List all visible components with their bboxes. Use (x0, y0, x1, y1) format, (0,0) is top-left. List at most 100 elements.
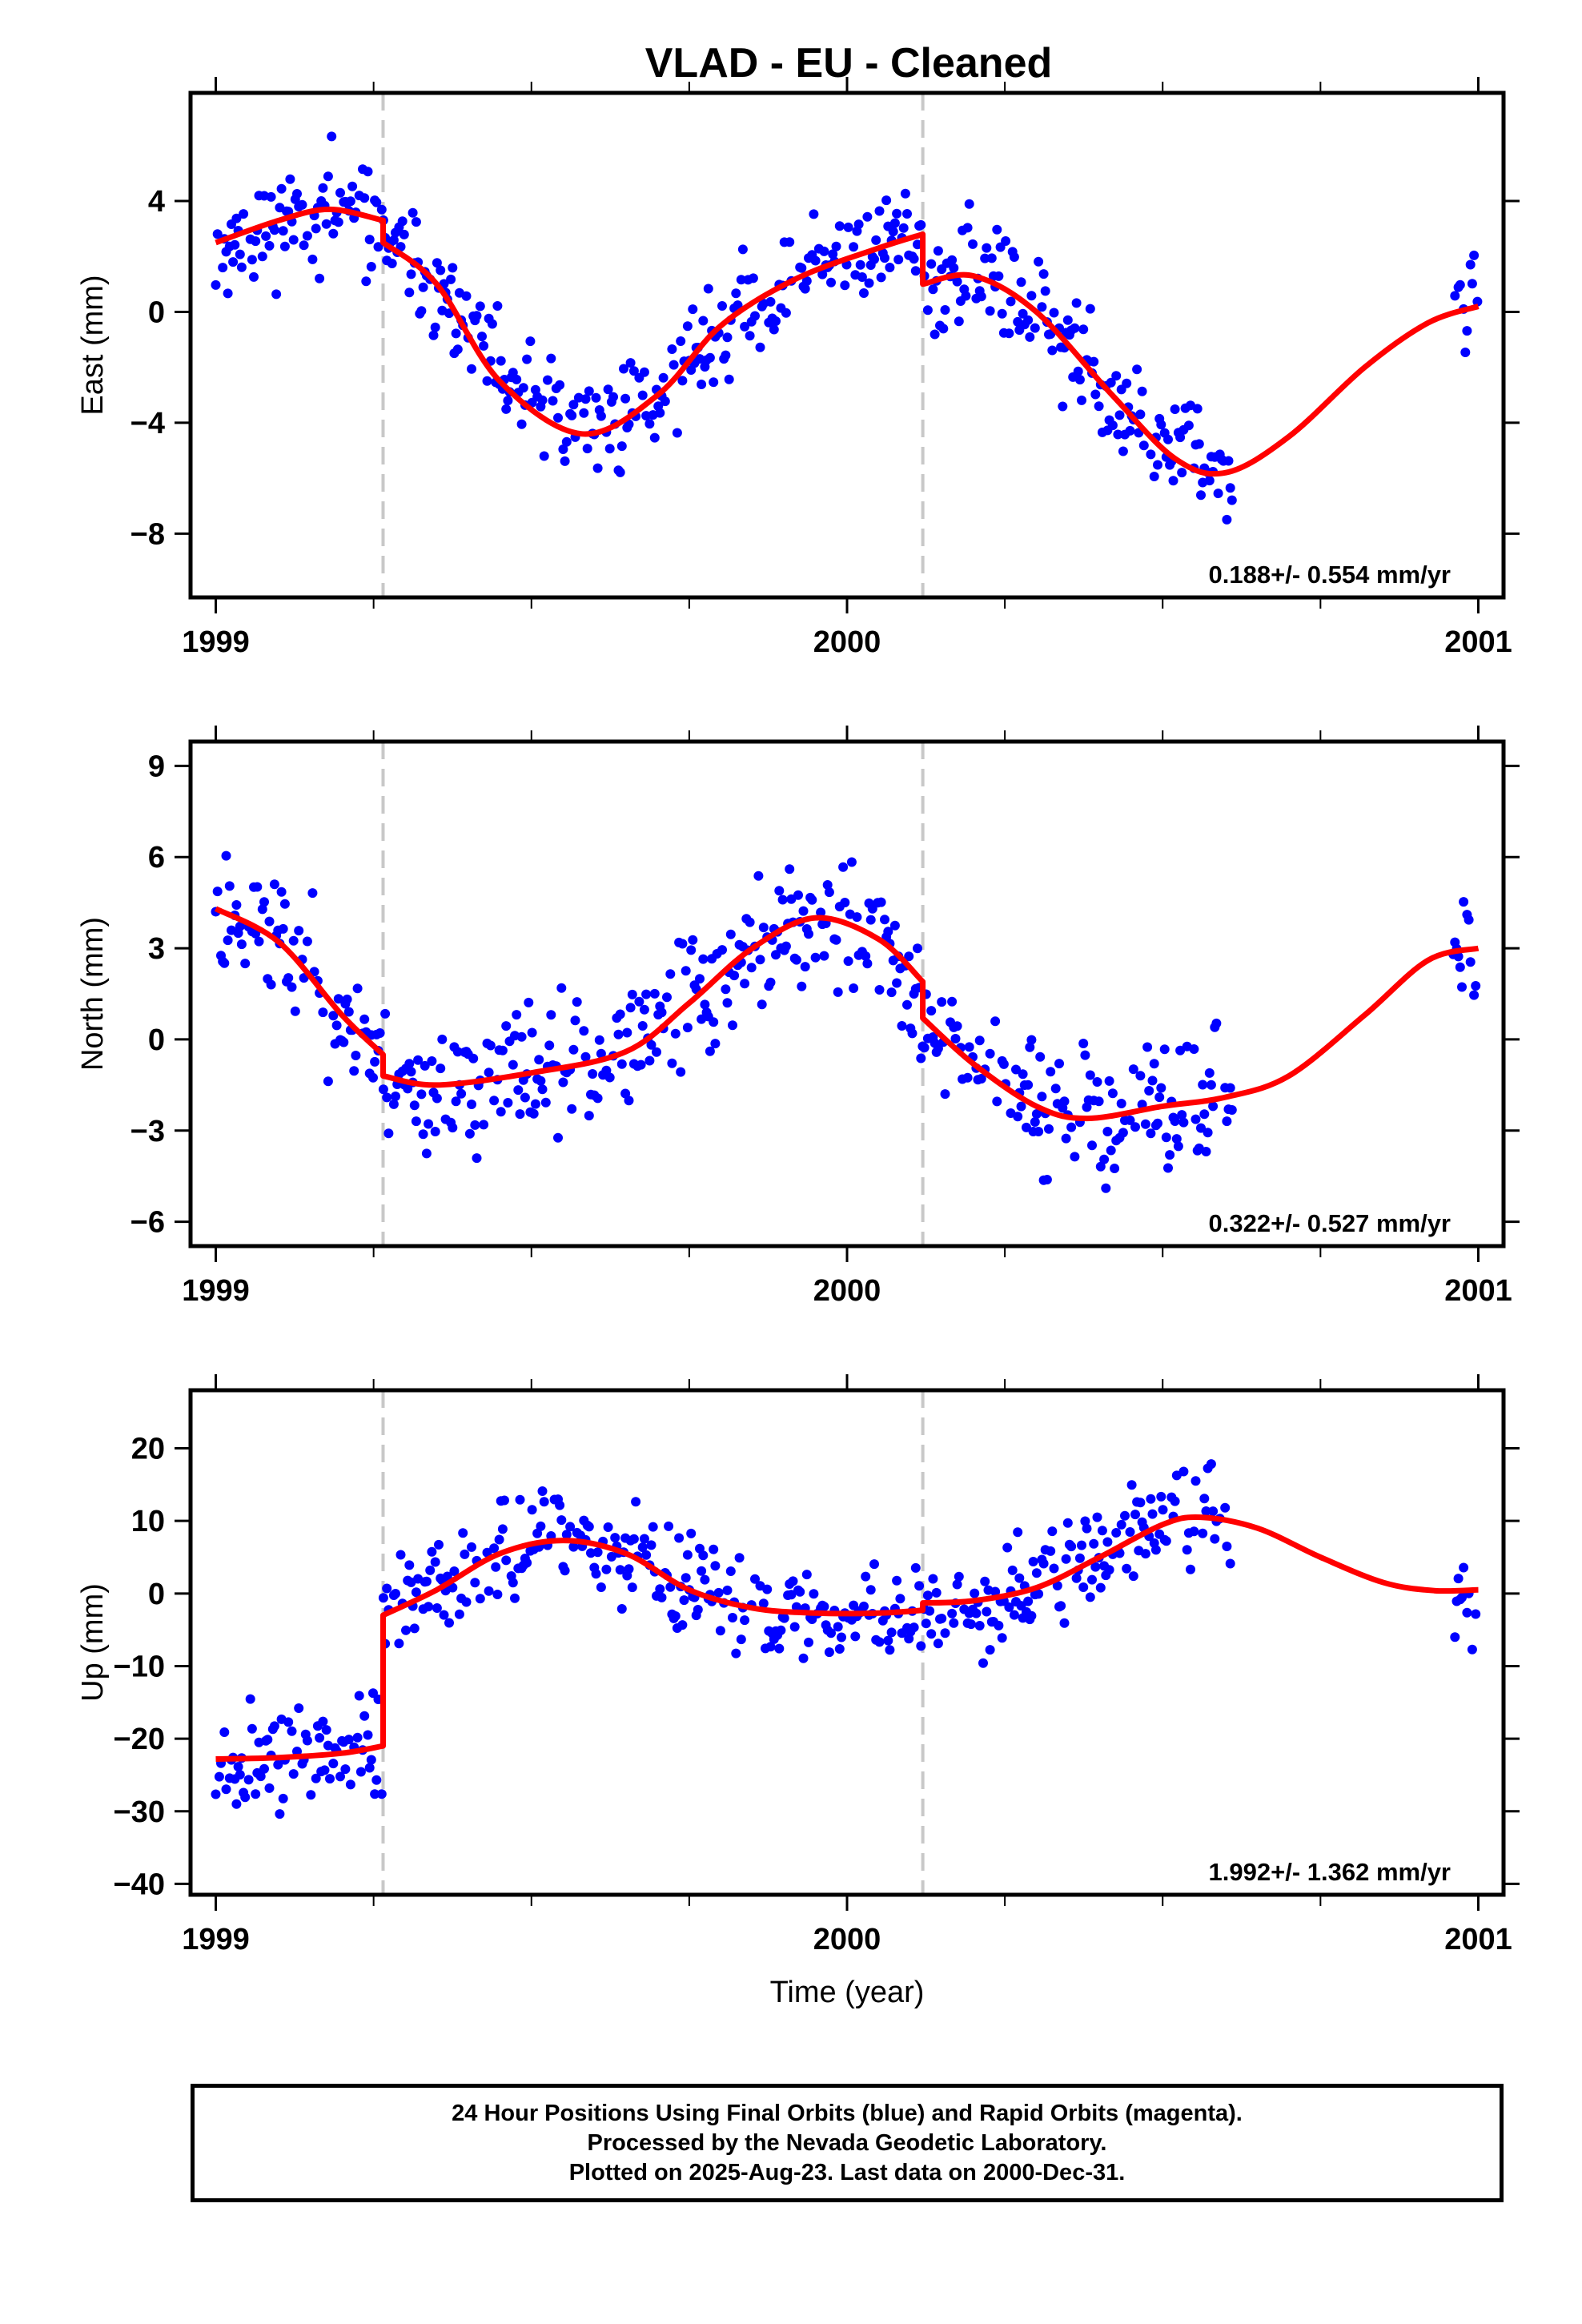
data-point (1094, 1096, 1104, 1107)
data-point (1146, 1494, 1156, 1504)
data-point (913, 943, 922, 954)
y-tick-label: 4 (148, 185, 165, 219)
y-tick-label: −3 (130, 1115, 165, 1148)
chart-title: VLAD - EU - Cleaned (645, 40, 1053, 86)
data-point (1186, 1564, 1195, 1574)
data-point (736, 275, 746, 285)
data-point (352, 1732, 363, 1743)
data-point (900, 188, 910, 199)
data-point (641, 989, 652, 999)
data-point (434, 1539, 444, 1550)
data-point (333, 217, 343, 227)
data-point (1457, 1592, 1467, 1602)
data-point (950, 1034, 961, 1043)
data-point (363, 167, 373, 177)
data-point (982, 243, 992, 253)
data-point (371, 197, 382, 207)
data-point (1147, 1509, 1158, 1519)
data-point (387, 259, 397, 268)
data-point (641, 1550, 652, 1560)
data-point (399, 229, 409, 239)
data-point (1071, 1573, 1082, 1583)
data-point (584, 386, 594, 396)
data-point (627, 1582, 637, 1593)
data-point (251, 1789, 261, 1799)
data-point (512, 374, 522, 384)
data-point (1465, 957, 1476, 967)
data-point (1007, 1565, 1018, 1575)
data-point (1044, 1124, 1054, 1134)
data-point (1102, 1537, 1113, 1547)
data-point (869, 1559, 879, 1570)
data-point (952, 1021, 962, 1031)
data-point (235, 249, 245, 259)
data-point (501, 1021, 512, 1031)
data-point (439, 1610, 449, 1620)
data-point (1006, 296, 1016, 307)
data-point (625, 358, 636, 368)
data-point (436, 1063, 446, 1074)
data-point (452, 344, 463, 355)
data-point (1073, 366, 1083, 376)
fit-line (215, 206, 1480, 477)
data-point (913, 239, 922, 250)
x-tick-label: 1999 (182, 625, 250, 659)
data-point (1092, 1077, 1102, 1087)
data-point (394, 1638, 404, 1649)
data-point (970, 1588, 980, 1598)
data-point (1191, 1476, 1201, 1486)
data-point (660, 396, 670, 407)
data-point (1034, 1589, 1044, 1599)
data-point (916, 1053, 926, 1063)
data-point (1107, 1088, 1118, 1099)
data-point (231, 1799, 242, 1809)
data-point (1460, 348, 1471, 357)
data-point (804, 929, 813, 939)
data-point (404, 1059, 415, 1069)
data-point (596, 1048, 606, 1059)
data-point (482, 376, 492, 386)
data-point (1222, 514, 1232, 525)
data-point (1089, 356, 1099, 367)
data-point (1142, 1042, 1153, 1052)
data-point (1462, 1607, 1472, 1618)
data-point (1031, 1109, 1042, 1119)
data-point (809, 1589, 819, 1599)
data-point (1175, 432, 1186, 443)
data-point (264, 1783, 275, 1793)
data-point (755, 342, 765, 352)
data-point (543, 375, 552, 385)
data-point (797, 981, 807, 991)
data-point (497, 1045, 508, 1055)
data-point (259, 897, 269, 907)
data-point (1087, 1140, 1097, 1151)
data-point (331, 1020, 342, 1031)
data-point (1102, 1127, 1113, 1136)
data-point (278, 1793, 288, 1803)
data-point (1090, 389, 1101, 400)
data-point (1198, 1528, 1208, 1538)
data-point (454, 1609, 464, 1619)
data-point (833, 987, 843, 997)
data-point (470, 1578, 480, 1588)
data-point (1211, 1018, 1222, 1028)
data-point (570, 1015, 580, 1026)
data-point (1132, 364, 1142, 375)
data-point (843, 222, 853, 232)
data-point (582, 444, 592, 454)
data-point (1178, 1117, 1189, 1128)
data-point (492, 1590, 503, 1599)
data-point (1469, 990, 1480, 1000)
data-point (448, 263, 458, 273)
data-point (637, 1021, 648, 1031)
data-point (797, 263, 807, 273)
data-point (1078, 1039, 1089, 1048)
data-point (1009, 252, 1019, 262)
data-point (1144, 1086, 1154, 1096)
y-tick-label: −4 (130, 407, 165, 440)
data-point (922, 305, 933, 316)
data-point (1085, 1070, 1095, 1080)
data-point (750, 311, 760, 321)
data-point (710, 1561, 721, 1571)
fit-line (215, 1514, 1479, 1762)
